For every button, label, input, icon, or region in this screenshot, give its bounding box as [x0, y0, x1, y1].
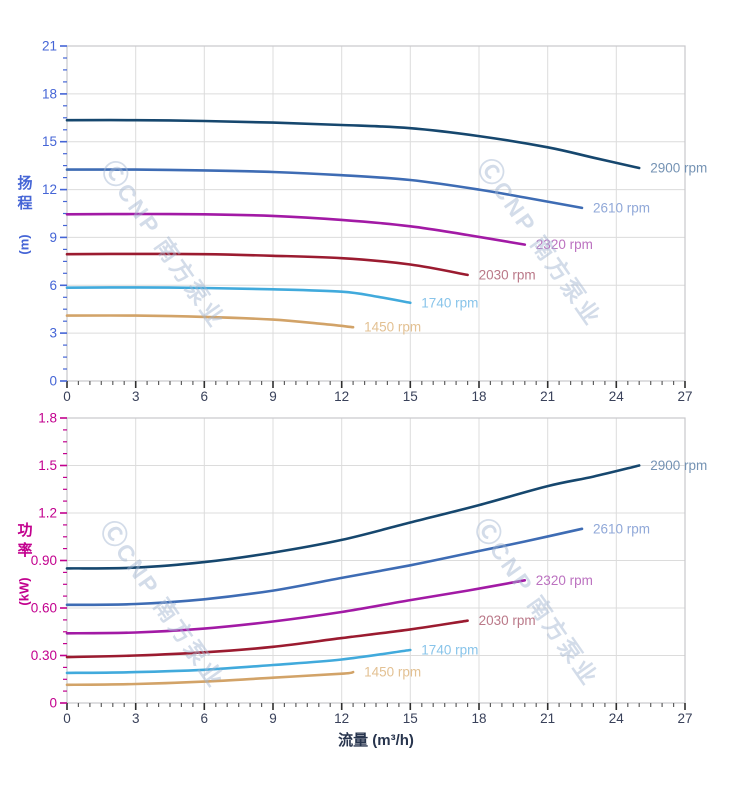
y-tick-label: 12 — [42, 182, 57, 197]
y-tick-label: 9 — [49, 230, 57, 245]
x-tick-label: 9 — [269, 389, 277, 404]
x-tick-label: 0 — [63, 711, 71, 726]
x-tick-label: 0 — [63, 389, 71, 404]
x-tick-label: 21 — [540, 389, 555, 404]
x-tick-label: 3 — [132, 711, 140, 726]
series-path-2610-rpm — [65, 168, 584, 210]
series-path-2320-rpm — [65, 212, 527, 246]
series-label-2900-rpm: 2900 rpm — [650, 161, 707, 176]
y-tick-label: 21 — [42, 39, 57, 54]
y-tick-label: 0.90 — [31, 553, 57, 568]
x-tick-label: 15 — [403, 389, 418, 404]
y-ticks: 0 0.30 0.60 0.90 1.2 1.5 1.8 — [31, 411, 67, 711]
x-tick-label: 12 — [334, 389, 349, 404]
y-tick-label: 6 — [49, 278, 57, 293]
x-tick-label: 24 — [609, 389, 625, 404]
series-label-1740-rpm: 1740 rpm — [421, 295, 478, 310]
y-tick-label: 1.2 — [38, 506, 57, 521]
x-tick-label: 24 — [609, 711, 625, 726]
x-tick-label: 6 — [201, 711, 209, 726]
head-chart: 0 3 6 9 12 15 18 21 24 27 0 3 6 9 12 15 18 21 2900 rpm 2610… — [42, 39, 707, 405]
y-tick-label: 0 — [49, 696, 57, 711]
x-tick-label: 15 — [403, 711, 418, 726]
series-label-2030-rpm: 2030 rpm — [479, 267, 536, 282]
x-ticks: 0 3 6 9 12 15 18 21 24 27 — [63, 703, 693, 726]
x-tick-label: 27 — [677, 389, 692, 404]
x-tick-label: 12 — [334, 711, 349, 726]
y-tick-label: 15 — [42, 134, 57, 149]
y-tick-label: 1.8 — [38, 411, 57, 426]
series-path-2320-rpm — [65, 579, 527, 635]
x-tick-label: 27 — [677, 711, 692, 726]
y-tick-label: 1.5 — [38, 458, 57, 473]
y-ticks: 0 3 6 9 12 15 18 21 — [42, 39, 67, 389]
gridlines — [66, 417, 686, 704]
x-tick-label: 18 — [471, 389, 486, 404]
x-tick-label: 3 — [132, 389, 140, 404]
x-tick-label: 6 — [201, 389, 209, 404]
series-label-1740-rpm: 1740 rpm — [421, 643, 478, 658]
series-path-2610-rpm — [65, 527, 584, 607]
flow-axis-title: 流量 (m³/h) — [338, 732, 414, 749]
x-tick-label: 18 — [471, 711, 486, 726]
series-label-2900-rpm: 2900 rpm — [650, 458, 707, 473]
series-label-2320-rpm: 2320 rpm — [536, 573, 593, 588]
series-label-1450-rpm: 1450 rpm — [364, 320, 421, 335]
y-tick-label: 3 — [49, 326, 57, 341]
x-tick-label: 21 — [540, 711, 555, 726]
y-tick-label: 18 — [42, 86, 57, 101]
x-ticks: 0 3 6 9 12 15 18 21 24 27 — [63, 381, 693, 404]
y-tick-label: 0 — [49, 374, 57, 389]
series-path-1740-rpm — [65, 286, 412, 305]
series-path-1450-rpm — [65, 670, 355, 687]
series-path-2030-rpm — [65, 252, 469, 277]
series-path-1450-rpm — [65, 314, 355, 329]
x-tick-label: 9 — [269, 711, 277, 726]
power-chart: 0 3 6 9 12 15 18 21 24 27 0 0.30 0.60 0.90 1.2 1.5 1.8 29… — [31, 411, 708, 727]
series-path-2900-rpm — [65, 464, 641, 570]
series-label-1450-rpm: 1450 rpm — [364, 665, 421, 680]
series-label-2030-rpm: 2030 rpm — [479, 613, 536, 628]
series-path-2900-rpm — [65, 118, 641, 170]
series-path-2030-rpm — [65, 619, 469, 659]
y-tick-label: 0.30 — [31, 648, 57, 663]
series-label-2610-rpm: 2610 rpm — [593, 521, 650, 536]
series-label-2320-rpm: 2320 rpm — [536, 237, 593, 252]
y-tick-label: 0.60 — [31, 601, 57, 616]
series-path-1740-rpm — [65, 648, 412, 675]
series-label-2610-rpm: 2610 rpm — [593, 200, 650, 215]
